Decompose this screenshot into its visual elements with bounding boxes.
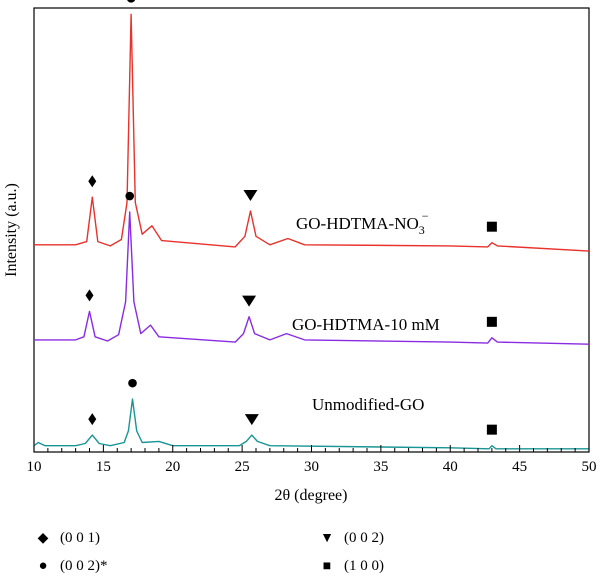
series-label-no3-sup: − bbox=[422, 209, 429, 223]
triangle-down-icon bbox=[318, 531, 336, 547]
peak-marker-diamond-4 bbox=[85, 289, 94, 302]
x-tick-label-35: 35 bbox=[373, 459, 388, 475]
series-label-no3-sub: 3 bbox=[419, 223, 425, 237]
series-line-0 bbox=[34, 13, 590, 252]
legend-label-002-star: (0 0 2)* bbox=[60, 558, 108, 574]
peak-marker-triangle-2 bbox=[243, 189, 258, 201]
series-label-no3: GO-HDTMA-NO3− bbox=[296, 209, 429, 237]
series-label-10mm: GO-HDTMA-10 mM bbox=[292, 315, 440, 334]
series-label-unmodified: Unmodified-GO bbox=[312, 395, 424, 414]
peak-marker-triangle-6 bbox=[242, 295, 257, 307]
peak-marker-circle-1 bbox=[127, 0, 136, 3]
legend-label-002: (0 0 2) bbox=[344, 530, 384, 546]
x-tick-label-45: 45 bbox=[512, 459, 527, 475]
series-label-no3-main: GO-HDTMA-NO bbox=[296, 214, 419, 233]
legend-label-001: (0 0 1) bbox=[60, 530, 100, 546]
peak-marker-triangle-10 bbox=[244, 414, 259, 426]
x-tick-label-40: 40 bbox=[443, 459, 458, 475]
legend-item-001: (0 0 1) bbox=[34, 530, 100, 547]
legend-item-002-star: (0 0 2)* bbox=[34, 558, 108, 575]
peak-marker-circle-9 bbox=[128, 378, 137, 388]
y-axis-label: Intensity (a.u.) bbox=[3, 183, 20, 277]
series-line-1 bbox=[34, 211, 590, 345]
diamond-icon bbox=[34, 530, 52, 547]
peak-marker-circle-5 bbox=[125, 191, 135, 201]
xrd-chart: 10 15 20 25 30 35 40 45 50 2θ (degree) Intensity… bbox=[3, 0, 597, 504]
x-axis-ticks: 10 15 20 25 30 35 40 45 50 bbox=[27, 445, 597, 475]
peak-marker-diamond-8 bbox=[88, 413, 97, 426]
circle-icon bbox=[34, 558, 52, 575]
x-tick-label-15: 15 bbox=[96, 459, 111, 475]
peak-marker-layer bbox=[85, 0, 497, 435]
legend-label-100: (1 0 0) bbox=[344, 558, 384, 574]
x-tick-label-10: 10 bbox=[27, 459, 42, 475]
x-tick-label-30: 30 bbox=[304, 459, 319, 475]
x-tick-label-50: 50 bbox=[582, 459, 597, 475]
peak-marker-square-3 bbox=[486, 221, 497, 232]
legend-item-002: (0 0 2) bbox=[318, 530, 384, 547]
x-tick-label-25: 25 bbox=[235, 459, 250, 475]
legend: (0 0 1) (0 0 2) (0 0 2)* (1 0 0) bbox=[0, 520, 600, 581]
peak-marker-square-11 bbox=[486, 424, 497, 435]
x-tick-label-20: 20 bbox=[165, 459, 180, 475]
peak-marker-diamond-0 bbox=[88, 175, 97, 188]
square-icon bbox=[318, 559, 336, 575]
peak-marker-square-7 bbox=[486, 316, 497, 327]
x-axis-label: 2θ (degree) bbox=[275, 487, 348, 504]
legend-item-100: (1 0 0) bbox=[318, 558, 384, 575]
